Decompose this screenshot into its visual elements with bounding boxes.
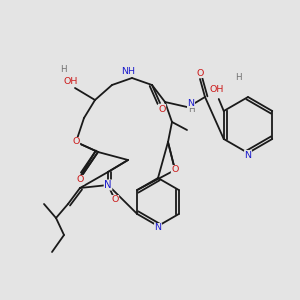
Text: O: O — [76, 176, 84, 184]
Text: N: N — [188, 98, 194, 107]
Text: O: O — [158, 104, 166, 113]
Text: O: O — [111, 196, 119, 205]
Text: O: O — [196, 68, 204, 77]
Text: OH: OH — [210, 85, 224, 94]
Text: O: O — [72, 137, 80, 146]
Text: O: O — [171, 166, 179, 175]
Text: OH: OH — [64, 77, 78, 86]
Text: H: H — [236, 73, 242, 82]
Text: O: O — [76, 176, 84, 184]
Text: H: H — [60, 65, 66, 74]
Text: N: N — [104, 180, 112, 190]
Text: N: N — [154, 224, 161, 232]
Text: H: H — [188, 104, 194, 113]
Text: N: N — [244, 151, 251, 160]
Text: NH: NH — [121, 68, 135, 76]
